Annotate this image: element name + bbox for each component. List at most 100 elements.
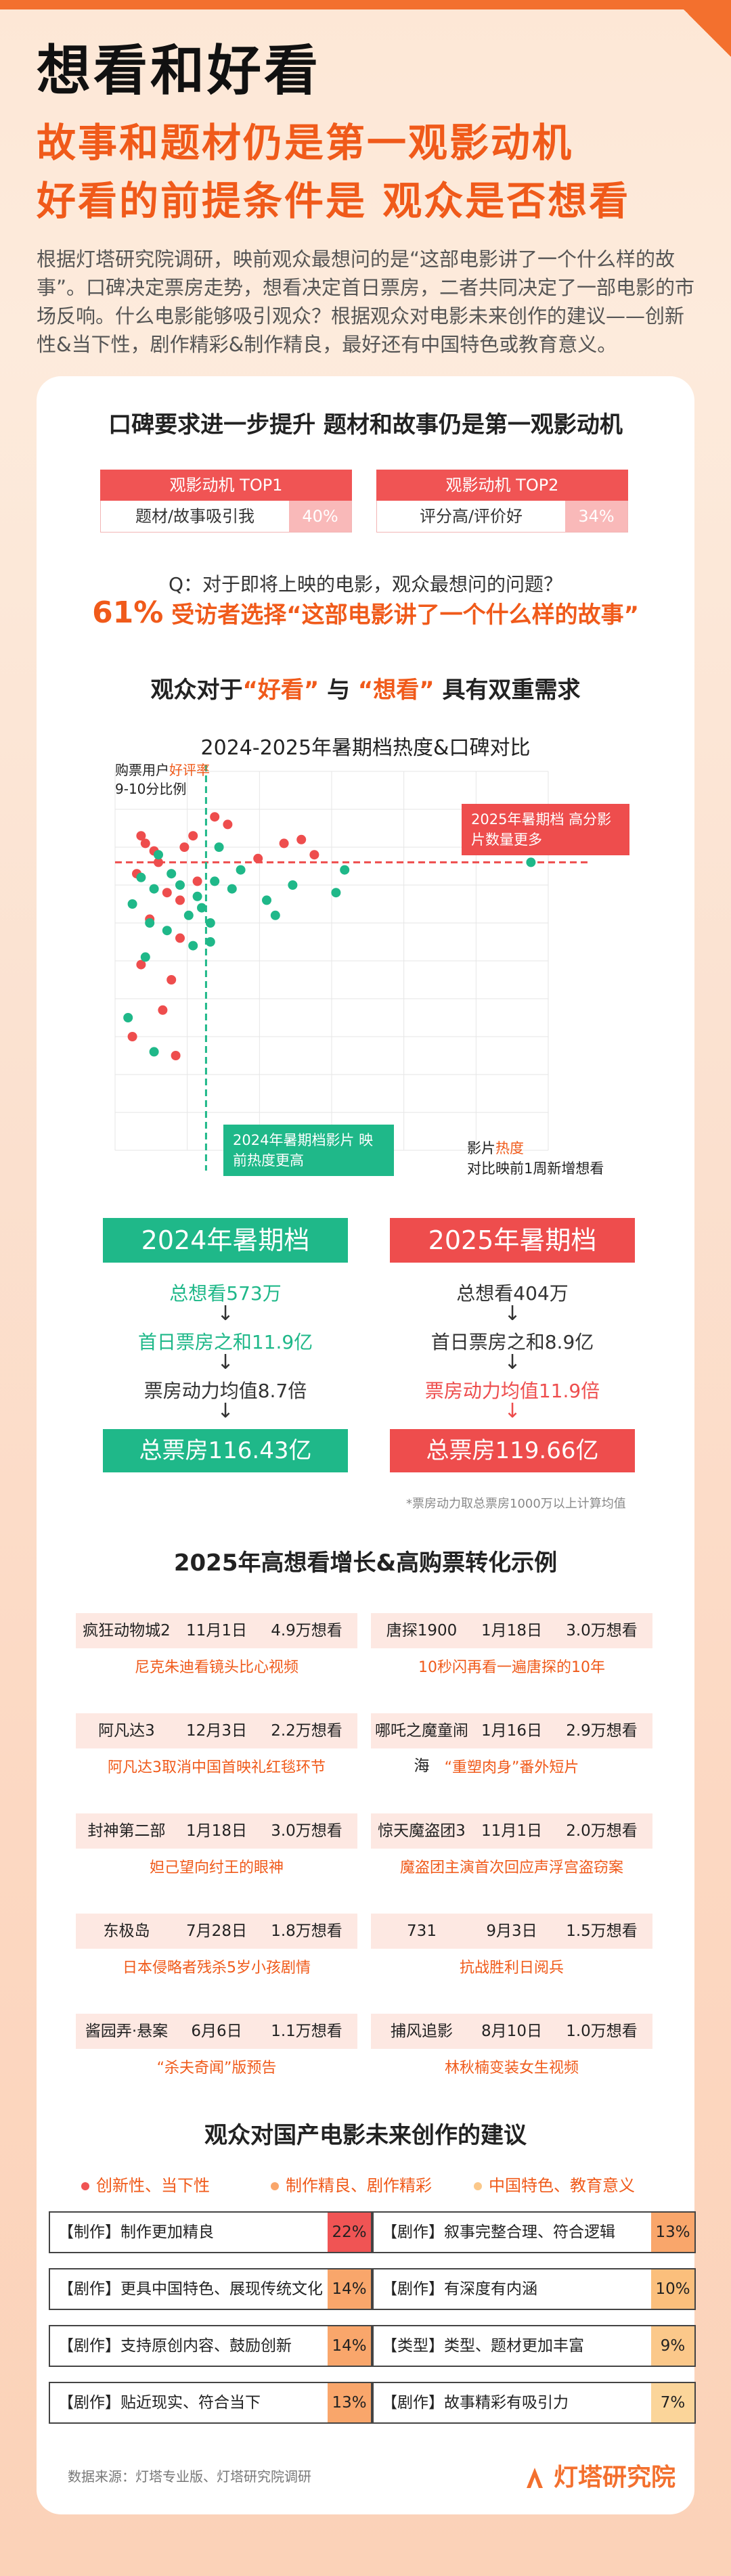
point-2024 — [210, 876, 220, 886]
point-2024 — [270, 910, 280, 920]
example-row: 阿凡达3 12月3日 2.2万想看 — [76, 1713, 357, 1748]
s2024-power: 票房动力均值8.7倍 — [143, 1380, 307, 1402]
point-2025 — [154, 857, 163, 867]
example-row: 惊天魔盗团3 11月1日 2.0万想看 — [371, 1813, 652, 1849]
y-axis-label-a: 购票用户 — [115, 762, 169, 778]
example-name: 惊天魔盗团3 — [378, 1822, 466, 1840]
point-2025 — [140, 838, 150, 849]
page-subtitle-2: 好看的前提条件是 观众是否想看 — [37, 178, 631, 224]
example-name: 731 — [407, 1922, 437, 1940]
point-2025 — [188, 831, 198, 841]
point-2024 — [154, 850, 163, 860]
suggestion-text: 【剧作】更具中国特色、展现传统文化 — [58, 2280, 323, 2298]
example-want: 1.8万想看 — [271, 1922, 342, 1940]
motive-top1-header: 观影动机 TOP1 — [100, 470, 352, 501]
point-2024 — [236, 865, 246, 875]
suggestion-item: 【剧作】有深度有内涵 10% — [372, 2268, 696, 2310]
example-event: 抗战胜利日阅兵 — [459, 1960, 564, 1976]
example-card: 东极岛 7月28日 1.8万想看 日本侵略者残杀5岁小孩剧情 — [76, 1914, 357, 1977]
point-2024 — [175, 880, 185, 890]
s2025-total: 总票房119.66亿 — [390, 1429, 635, 1472]
suggestion-text: 【剧作】支持原创内容、鼓励创新 — [58, 2337, 292, 2355]
example-want: 1.5万想看 — [566, 1922, 638, 1940]
y-axis-label-b: 好评率 — [169, 762, 210, 778]
s2025-arrow-3: ↓ — [504, 1399, 521, 1423]
legend-item-2: 制作精良、剧作精彩 — [271, 2172, 432, 2196]
example-card: 酱园弄·悬案 6月6日 1.1万想看 “杀夫奇闻”版预告 — [76, 2014, 357, 2077]
s2024-want: 总想看573万 — [169, 1282, 282, 1305]
point-2025 — [136, 959, 146, 970]
point-2024 — [127, 899, 137, 909]
example-card: 惊天魔盗团3 11月1日 2.0万想看 魔盗团主演首次回应声浮宫盗窃案 — [371, 1813, 652, 1877]
point-2024 — [183, 910, 194, 920]
suggest-title: 观众对国产电影未来创作的建议 — [204, 2122, 527, 2149]
example-name: 疯狂动物城2 — [83, 1622, 171, 1640]
corner-decoration — [684, 9, 731, 57]
example-row: 酱园弄·悬案 6月6日 1.1万想看 — [76, 2014, 357, 2049]
example-date: 11月1日 — [186, 1622, 247, 1640]
suggestion-pct: 10% — [651, 2269, 694, 2309]
point-2025 — [167, 975, 177, 985]
example-card: 唐探1900 1月18日 3.0万想看 10秒闪再看一遍唐探的10年 — [371, 1613, 652, 1677]
example-want: 3.0万想看 — [566, 1622, 638, 1640]
power-note: *票房动力取总票房1000万以上计算均值 — [406, 1497, 626, 1511]
dual-title: 观众对于“好看” 与 “想看” 具有双重需求 — [0, 671, 731, 704]
example-row: 捕风追影 8月10日 1.0万想看 — [371, 2014, 652, 2049]
example-row: 哪吒之魔童闹海 1月16日 2.9万想看 — [371, 1713, 652, 1775]
example-want: 2.9万想看 — [566, 1722, 638, 1740]
suggestion-pct: 14% — [328, 2269, 371, 2309]
motive-top2-pct: 34% — [565, 501, 627, 532]
point-2025 — [296, 834, 307, 844]
example-date: 1月18日 — [186, 1822, 247, 1840]
example-date: 1月16日 — [481, 1722, 542, 1740]
suggestion-pct: 9% — [651, 2326, 694, 2366]
point-2025 — [175, 895, 185, 905]
point-2025 — [158, 1005, 168, 1015]
point-2024 — [227, 884, 237, 894]
point-2025 — [279, 838, 289, 849]
suggestion-pct: 22% — [328, 2213, 371, 2252]
example-event: 妲己望向纣王的眼神 — [149, 1859, 284, 1876]
s2025-arrow-1: ↓ — [504, 1302, 521, 1326]
legend-label-1: 创新性、当下性 — [96, 2176, 210, 2195]
legend-label-3: 中国特色、教育意义 — [489, 2176, 635, 2195]
point-2024 — [123, 1013, 133, 1022]
legend-label-2: 制作精良、剧作精彩 — [286, 2176, 432, 2195]
y-axis-label: 购票用户好评率 9-10分比例 — [115, 761, 210, 798]
example-event: 林秋楠变装女生视频 — [444, 2060, 579, 2077]
suggestion-pct: 13% — [651, 2213, 694, 2252]
brand-logo-text: 灯塔研究院 — [554, 2464, 676, 2491]
page-subtitle-1: 故事和题材仍是第一观影动机 — [37, 120, 574, 166]
example-event: 阿凡达3取消中国首映礼红毯环节 — [108, 1759, 326, 1776]
point-2025 — [223, 819, 233, 830]
point-2024 — [205, 937, 215, 947]
point-2024 — [288, 880, 298, 890]
s2025-want: 总想看404万 — [456, 1282, 569, 1305]
s2024-arrow-1: ↓ — [217, 1302, 234, 1326]
suggestion-item: 【类型】类型、题材更加丰富 9% — [372, 2325, 696, 2367]
point-2025 — [210, 812, 220, 822]
example-event: 尼克朱迪看镜头比心视频 — [134, 1659, 298, 1676]
point-2024 — [162, 926, 172, 936]
s2025-first-day: 首日票房之和8.9亿 — [430, 1331, 594, 1353]
stat-text: 受访者选择“这部电影讲了一个什么样的故事” — [163, 602, 639, 629]
motive-top1-pct: 40% — [289, 501, 351, 532]
example-name: 封神第二部 — [87, 1822, 166, 1840]
legend-dot-2 — [271, 2182, 279, 2190]
point-2024 — [214, 842, 224, 852]
example-name: 唐探1900 — [386, 1622, 458, 1640]
example-date: 6月6日 — [191, 2023, 242, 2040]
s2024-first-day: 首日票房之和11.9亿 — [137, 1331, 313, 1353]
suggestion-text: 【剧作】有深度有内涵 — [382, 2280, 537, 2298]
point-2025 — [179, 842, 190, 852]
example-name: 阿凡达3 — [98, 1722, 155, 1740]
example-date: 1月18日 — [481, 1622, 542, 1640]
y-axis-label-c: 9-10分比例 — [115, 781, 187, 797]
motive-top2-header: 观影动机 TOP2 — [376, 470, 628, 501]
example-date: 7月28日 — [186, 1922, 247, 1940]
dual-title-good: “好看” — [242, 677, 319, 704]
dual-title-c: 具有双重需求 — [434, 677, 581, 704]
example-name: 东极岛 — [103, 1922, 150, 1940]
example-row: 封神第二部 1月18日 3.0万想看 — [76, 1813, 357, 1849]
chart-title: 2024-2025年暑期档热度&口碑对比 — [200, 736, 531, 760]
